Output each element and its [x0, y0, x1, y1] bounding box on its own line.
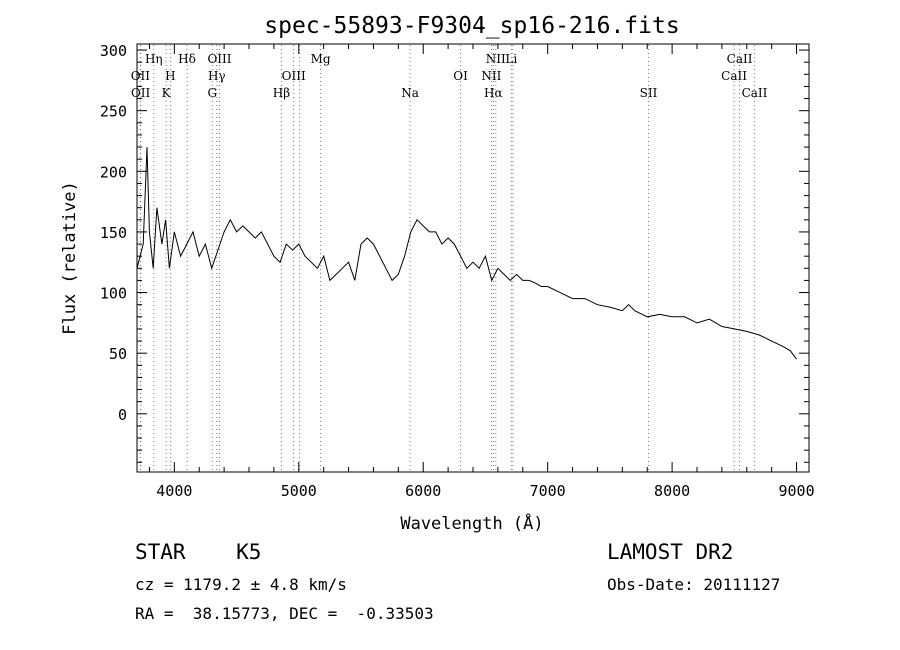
x-tick-label: 9000	[778, 482, 814, 500]
spectral-line-label: OIII	[207, 52, 231, 66]
spectral-line-label: OIII	[282, 69, 306, 83]
y-tick-label: 100	[100, 285, 127, 303]
y-axis-ticks: 0 50 100 150 200 250 300	[100, 42, 809, 463]
spectral-line-label: CaII	[721, 69, 747, 83]
spectrum-line	[136, 147, 797, 360]
spectral-line-label: Hβ	[273, 86, 290, 100]
spectral-line-label: Hδ	[178, 52, 196, 66]
y-tick-label: 0	[118, 406, 127, 424]
spectral-line-label: SII	[640, 86, 658, 100]
spectral-line-label: Mg	[311, 52, 331, 66]
y-tick-label: 200	[100, 163, 127, 181]
x-axis-ticks: 4000 5000 6000 7000 8000 9000	[148, 44, 815, 500]
y-tick-label: 250	[100, 103, 127, 121]
spectral-line-label: K	[162, 86, 172, 100]
x-tick-label: 7000	[530, 482, 566, 500]
y-tick-label: 150	[100, 224, 127, 242]
spectral-line-label: H	[165, 69, 175, 83]
x-tick-label: 4000	[156, 482, 192, 500]
line-markers	[139, 45, 755, 471]
spectral-line-label: OII	[131, 69, 151, 83]
spectral-line-label: OI	[453, 69, 468, 83]
x-tick-label: 5000	[281, 482, 317, 500]
ra-dec-coordinates: RA = 38.15773, DEC = -0.33503	[135, 604, 434, 623]
redshift-velocity: cz = 1179.2 ± 4.8 km/s	[135, 575, 347, 594]
spectral-line-label: Li	[505, 52, 517, 66]
y-tick-label: 50	[109, 345, 127, 363]
spectral-line-label: CaII	[727, 52, 753, 66]
survey-name: LAMOST DR2	[607, 540, 734, 564]
spectral-line-label: Na	[401, 86, 419, 100]
x-axis-label: Wavelength (Å)	[400, 512, 543, 534]
spectral-line-label: Hα	[484, 86, 503, 100]
y-tick-label: 300	[100, 42, 127, 60]
observation-date: Obs-Date: 20111127	[607, 575, 781, 594]
spectral-line-label: Hγ	[208, 69, 226, 83]
spectral-line-label: NII	[481, 69, 501, 83]
spectral-line-label: Hη	[145, 52, 163, 66]
plot-frame	[136, 43, 810, 473]
spectral-line-label: G	[207, 86, 217, 100]
y-axis-label: Flux (relative)	[60, 181, 80, 335]
spectral-line-label: OII	[131, 86, 151, 100]
spectral-line-label: NII	[486, 52, 506, 66]
x-tick-label: 8000	[654, 482, 690, 500]
spectral-line-label: CaII	[742, 86, 768, 100]
object-class: STAR K5	[135, 540, 262, 564]
chart-title: spec-55893-F9304_sp16-216.fits	[264, 13, 679, 39]
x-tick-label: 6000	[405, 482, 441, 500]
